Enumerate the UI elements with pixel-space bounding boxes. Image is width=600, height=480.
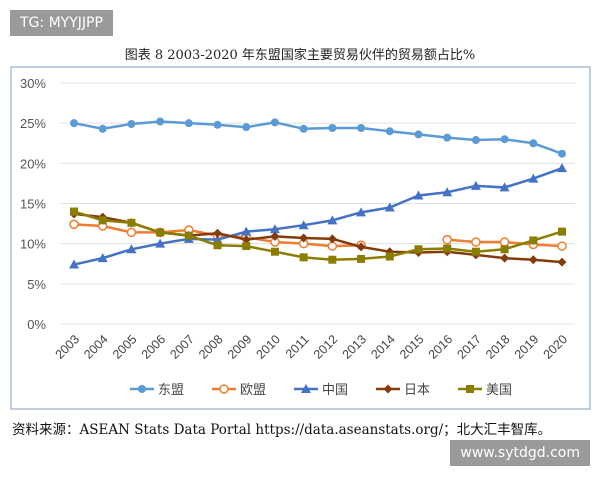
legend-label: 日本 <box>404 383 430 398</box>
watermark-top: TG: MYYJJPP <box>10 10 113 36</box>
data-point-2 <box>413 190 424 200</box>
data-point-4 <box>70 207 78 216</box>
data-point-0 <box>443 133 452 142</box>
data-point-2 <box>269 224 280 234</box>
y-tick-label: 10% <box>20 237 46 252</box>
data-point-0 <box>242 123 251 132</box>
legend-marker <box>138 385 146 393</box>
legend-label: 东盟 <box>158 383 184 398</box>
y-tick-label: 20% <box>20 156 46 171</box>
data-point-3 <box>299 233 309 243</box>
legend-label: 美国 <box>486 383 512 398</box>
legend-label: 欧盟 <box>240 383 266 398</box>
y-tick-label: 5% <box>27 277 46 292</box>
data-point-3 <box>385 247 395 257</box>
data-point-2 <box>69 259 79 269</box>
data-point-4 <box>328 255 337 264</box>
data-point-3 <box>270 231 280 241</box>
data-point-3 <box>528 255 538 265</box>
data-point-0 <box>357 123 366 132</box>
data-point-4 <box>414 245 423 254</box>
data-point-1 <box>471 237 481 247</box>
data-point-0 <box>184 119 193 128</box>
data-point-2 <box>356 207 367 217</box>
data-point-0 <box>414 130 423 139</box>
legend-marker <box>301 384 311 393</box>
data-point-2 <box>470 180 481 190</box>
data-point-4 <box>184 231 193 240</box>
data-point-2 <box>442 187 453 197</box>
legend-marker <box>466 385 474 393</box>
data-point-0 <box>98 124 107 133</box>
source-note: 资料来源：ASEAN Stats Data Portal https://dat… <box>12 422 552 438</box>
data-point-2 <box>126 244 137 254</box>
watermark-bottom: www.sytdgd.com <box>450 440 590 466</box>
data-point-2 <box>384 202 395 212</box>
data-point-1 <box>557 241 567 251</box>
data-point-3 <box>213 228 223 238</box>
data-point-4 <box>213 241 222 250</box>
series-line-2 <box>73 166 563 266</box>
y-tick-label: 0% <box>27 317 46 332</box>
data-point-2 <box>499 182 510 192</box>
data-point-4 <box>357 254 366 263</box>
data-point-2 <box>327 215 338 225</box>
data-point-0 <box>270 118 279 127</box>
data-point-4 <box>471 247 480 256</box>
data-point-0 <box>299 124 308 133</box>
data-point-4 <box>242 242 251 251</box>
y-tick-label: 25% <box>20 116 46 131</box>
data-point-1 <box>442 234 452 245</box>
y-tick-label: 30% <box>20 76 46 91</box>
data-point-2 <box>298 220 309 230</box>
data-point-4 <box>385 252 394 261</box>
line-chart: 0%5%10%15%20%25%30%2003 2004 2005 2006 2007 2… <box>10 66 591 410</box>
data-point-3 <box>327 234 337 244</box>
legend-marker <box>219 384 229 394</box>
data-point-0 <box>70 119 78 128</box>
legend-marker <box>383 384 393 394</box>
data-point-2 <box>528 173 539 183</box>
series-line-4 <box>73 210 563 261</box>
data-point-4 <box>500 245 509 254</box>
data-point-4 <box>529 236 538 245</box>
data-point-0 <box>385 127 394 136</box>
data-point-0 <box>156 117 165 126</box>
data-point-4 <box>558 227 566 236</box>
data-point-4 <box>98 216 107 225</box>
data-point-4 <box>299 253 308 262</box>
chart-title: 图表 8 2003-2020 年东盟国家主要贸易伙伴的贸易额占比% <box>124 48 476 63</box>
data-point-4 <box>443 244 452 253</box>
data-point-4 <box>156 228 165 237</box>
data-point-1 <box>126 227 137 238</box>
data-point-3 <box>241 235 251 245</box>
data-point-4 <box>127 218 136 227</box>
data-point-2 <box>241 226 252 236</box>
data-point-2 <box>97 253 108 263</box>
y-tick-label: 15% <box>20 197 46 212</box>
data-point-4 <box>270 247 279 256</box>
data-point-3 <box>557 257 567 267</box>
data-point-0 <box>213 120 222 129</box>
legend-label: 中国 <box>322 383 348 398</box>
series-line-0 <box>73 120 563 155</box>
data-point-2 <box>557 163 567 173</box>
data-point-0 <box>471 136 480 145</box>
data-point-0 <box>529 139 538 148</box>
data-point-3 <box>356 242 366 252</box>
data-point-0 <box>500 135 509 144</box>
data-point-3 <box>500 253 510 263</box>
data-point-0 <box>558 149 566 158</box>
data-point-0 <box>328 123 337 132</box>
data-point-1 <box>69 219 79 230</box>
data-point-2 <box>155 238 166 248</box>
data-point-1 <box>499 237 510 247</box>
data-point-0 <box>127 119 136 128</box>
